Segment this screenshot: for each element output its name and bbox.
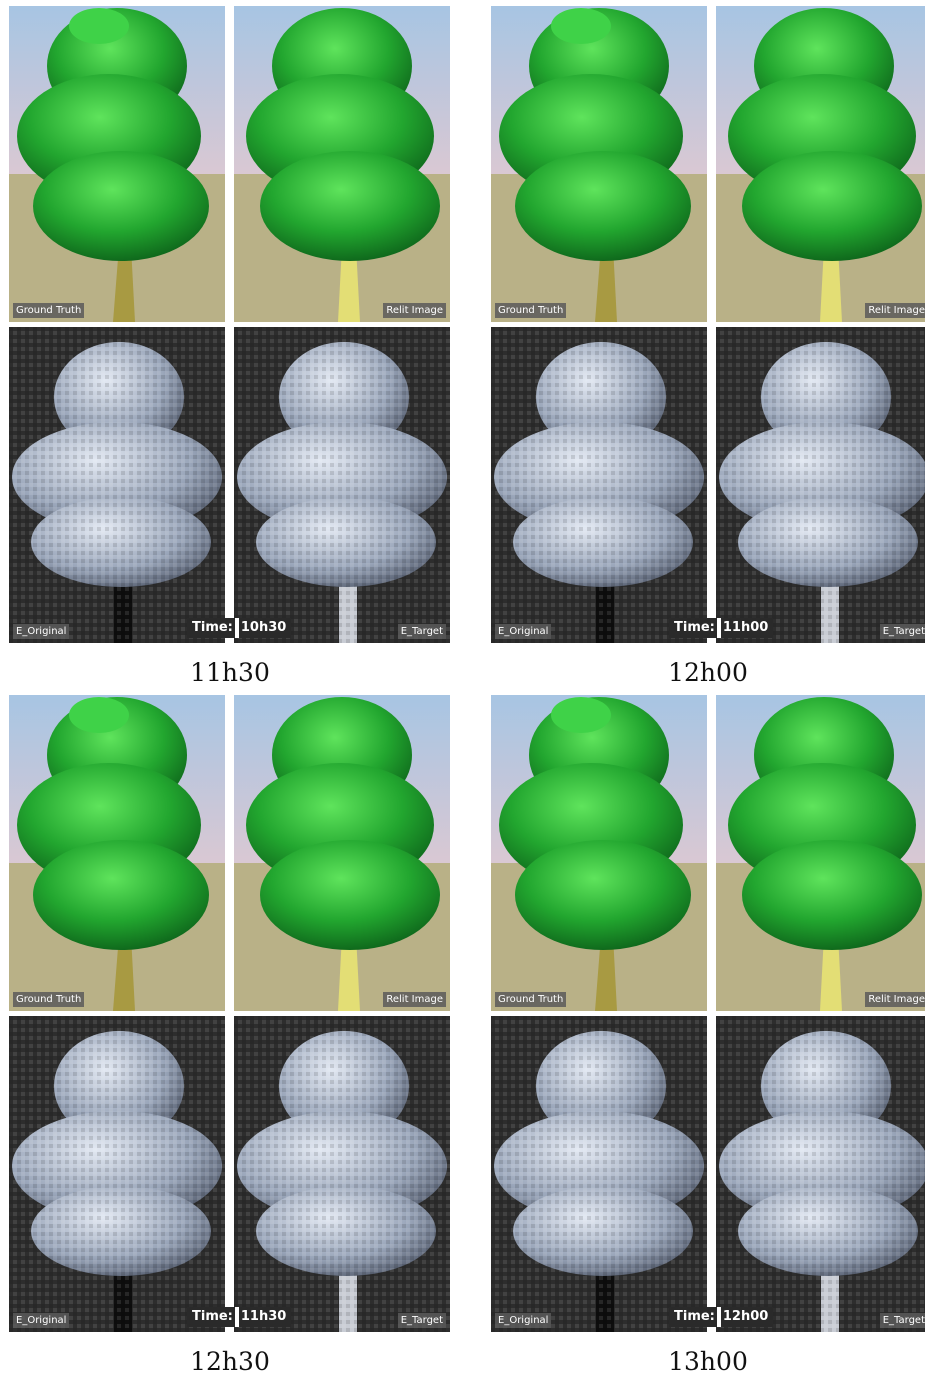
- e-target-image: E_Target: [716, 1016, 925, 1332]
- time-value: 11h30: [234, 1307, 292, 1327]
- comparison-block-1: Ground Truth Relit Image E_Original: [9, 6, 450, 643]
- e-target-label: E_Target: [397, 624, 446, 639]
- relit-image: Relit Image: [234, 6, 450, 322]
- e-original-image: E_Original: [491, 327, 707, 643]
- e-original-label: E_Original: [13, 1313, 70, 1328]
- comparison-block-2: Ground Truth Relit Image E_Original: [491, 6, 925, 643]
- time-readout: Time: 10h30: [187, 618, 292, 638]
- time-value: 12h00: [716, 1307, 774, 1327]
- panel-caption: 12h30: [190, 1347, 270, 1376]
- time-prefix: Time:: [669, 1307, 717, 1327]
- panel-caption: 13h00: [668, 1347, 748, 1376]
- e-original-label: E_Original: [495, 624, 552, 639]
- time-readout: Time: 11h00: [669, 618, 774, 638]
- panel-caption: 12h00: [668, 658, 748, 687]
- relit-image: Relit Image: [716, 695, 925, 1011]
- e-target-label: E_Target: [879, 624, 925, 639]
- ground-truth-label: Ground Truth: [13, 992, 85, 1007]
- time-prefix: Time:: [669, 618, 717, 638]
- panel-caption: 11h30: [190, 658, 270, 687]
- comparison-block-3: Ground Truth Relit Image E_Original: [9, 695, 450, 1332]
- time-prefix: Time:: [187, 618, 235, 638]
- ground-truth-image: Ground Truth: [491, 6, 707, 322]
- relit-image: Relit Image: [716, 6, 925, 322]
- time-readout: Time: 11h30: [187, 1307, 292, 1327]
- e-original-image: E_Original: [9, 327, 225, 643]
- ground-truth-label: Ground Truth: [495, 303, 567, 318]
- relit-image-label: Relit Image: [865, 303, 925, 318]
- ground-truth-label: Ground Truth: [495, 992, 567, 1007]
- e-target-image: E_Target: [234, 1016, 450, 1332]
- ground-truth-image: Ground Truth: [9, 6, 225, 322]
- comparison-block-4: Ground Truth Relit Image E_Original: [491, 695, 925, 1332]
- relit-image-label: Relit Image: [865, 992, 925, 1007]
- time-value: 11h00: [716, 618, 774, 638]
- e-original-image: E_Original: [491, 1016, 707, 1332]
- e-original-label: E_Original: [495, 1313, 552, 1328]
- time-value: 10h30: [234, 618, 292, 638]
- e-target-image: E_Target: [716, 327, 925, 643]
- relit-image: Relit Image: [234, 695, 450, 1011]
- e-original-image: E_Original: [9, 1016, 225, 1332]
- ground-truth-image: Ground Truth: [491, 695, 707, 1011]
- time-prefix: Time:: [187, 1307, 235, 1327]
- e-target-image: E_Target: [234, 327, 450, 643]
- relit-image-label: Relit Image: [383, 303, 446, 318]
- ground-truth-label: Ground Truth: [13, 303, 85, 318]
- ground-truth-image: Ground Truth: [9, 695, 225, 1011]
- e-target-label: E_Target: [397, 1313, 446, 1328]
- relit-image-label: Relit Image: [383, 992, 446, 1007]
- time-readout: Time: 12h00: [669, 1307, 774, 1327]
- e-original-label: E_Original: [13, 624, 70, 639]
- e-target-label: E_Target: [879, 1313, 925, 1328]
